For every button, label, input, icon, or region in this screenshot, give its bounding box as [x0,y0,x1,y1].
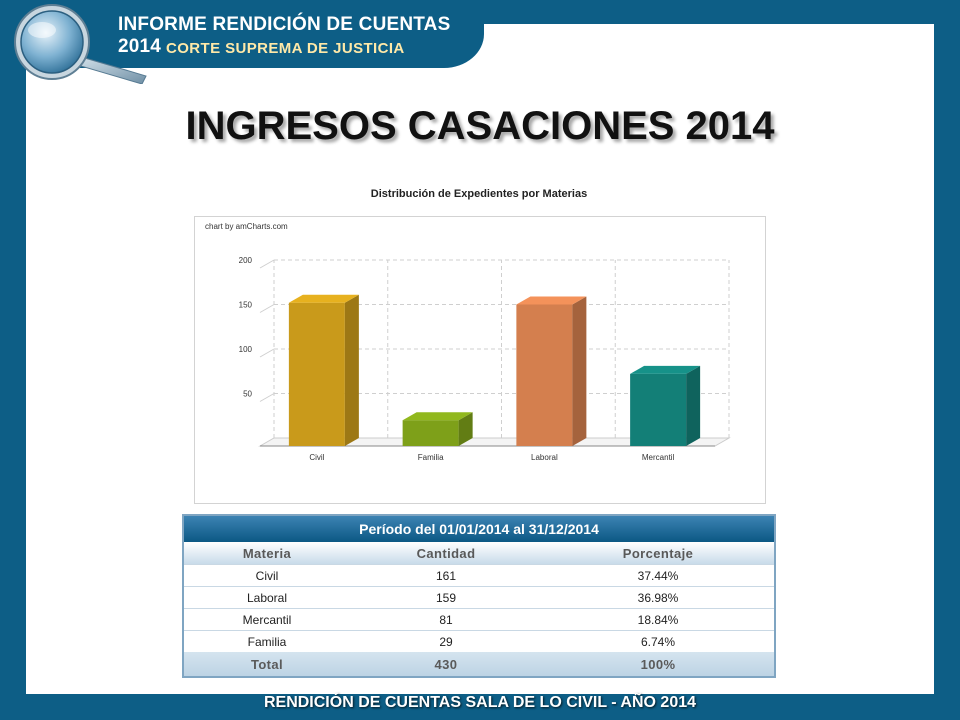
chart-credit-link[interactable]: chart by amCharts.com [205,222,288,231]
table-cell: 6.74% [542,630,775,652]
column-header-materia: Materia [183,542,350,565]
grid-line [259,259,275,269]
table-cell: 29 [350,630,542,652]
bar-chart: 50 100 150 200 Civil Familia Laboral Mercantil [239,256,731,462]
table-period-row: Período del 01/01/2014 al 31/12/2014 [183,515,775,542]
chart-title: Distribución de Expedientes por Materias [370,188,588,200]
y-tick-label: 100 [239,345,253,354]
bar-laboral[interactable] [516,296,587,446]
summary-table: Período del 01/01/2014 al 31/12/2014 Mat… [182,514,776,678]
x-tick-label: Civil [309,453,324,462]
table-period: Período del 01/01/2014 al 31/12/2014 [183,515,775,542]
header-title: INFORME RENDICIÓN DE CUENTAS 2014 [118,14,451,57]
chart-frame: chart by amCharts.com 50 100 150 200 Civil Fa… [194,216,766,504]
y-tick-label: 150 [239,301,253,310]
footer-caption: RENDICIÓN DE CUENTAS SALA DE LO CIVIL - … [263,694,697,711]
column-header-porcentaje: Porcentaje [542,542,775,565]
table-cell: Civil [183,564,350,587]
table-header-row: Materia Cantidad Porcentaje [183,542,775,565]
bar-familia[interactable] [402,412,473,446]
table-cell: 36.98% [542,586,775,609]
table-cell: 161 [350,564,542,587]
header-subtitle: CORTE SUPREMA DE JUSTICIA [166,40,405,57]
table-cell: 159 [350,586,542,609]
table-cell: 18.84% [542,608,775,631]
total-count: 430 [350,652,542,677]
slide-title: INGRESOS CASACIONES 2014 [185,104,775,148]
table-cell: Mercantil [183,608,350,631]
total-percent: 100% [542,652,775,677]
y-tick-label: 200 [239,256,253,265]
table-cell: Familia [183,630,350,652]
bar-mercantil[interactable] [630,365,701,446]
y-tick-label: 50 [243,390,252,399]
x-tick-label: Laboral [531,453,558,462]
magnifying-glass-icon [14,4,147,84]
total-label: Total [183,652,350,677]
table-row: Mercantil 81 18.84% [183,608,775,631]
grid-line [259,348,275,358]
table-cell: 37.44% [542,564,775,587]
grid-line [259,304,275,313]
table-row: Laboral 159 36.98% [183,586,775,609]
table-row: Familia 29 6.74% [183,630,775,652]
bar-civil[interactable] [288,294,359,446]
x-tick-label: Mercantil [642,453,675,462]
table-row: Civil 161 37.44% [183,564,775,587]
column-header-cantidad: Cantidad [350,542,542,565]
table-cell: Laboral [183,586,350,609]
x-tick-label: Familia [418,453,444,462]
table-total-row: Total 430 100% [183,652,775,677]
table-cell: 81 [350,608,542,631]
grid-line [259,393,275,402]
